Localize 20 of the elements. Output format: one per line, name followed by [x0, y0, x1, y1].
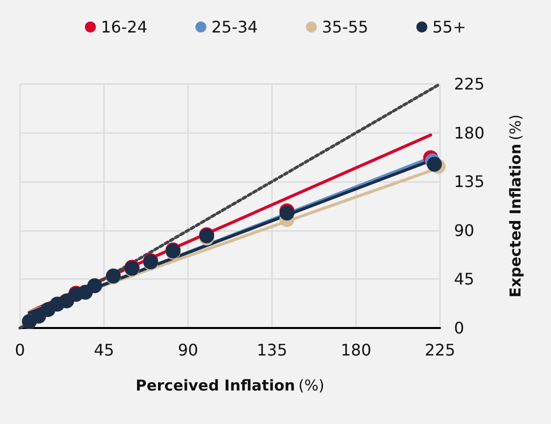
point [87, 278, 102, 294]
y-tick-label: 225 [454, 74, 485, 94]
y-tick-label: 0 [454, 318, 464, 338]
y-tick-label: 45 [454, 270, 474, 289]
y-tick-label: 135 [454, 172, 485, 192]
legend-label: 16-24 [100, 18, 148, 36]
legend-label: 25-34 [211, 18, 258, 36]
x-tick-label: 90 [178, 340, 198, 360]
x-tick-label: 135 [256, 340, 288, 360]
y-tick-label: 180 [454, 123, 485, 142]
x-tick-label: 45 [94, 340, 114, 360]
point [426, 156, 442, 172]
x-tick-label: 0 [14, 340, 26, 360]
x-tick-label: 225 [424, 340, 456, 360]
legend-label: 55+ [432, 18, 466, 36]
legend-label: 35-55 [322, 18, 368, 36]
y-axis-title: Expected Inflation (%) [506, 114, 524, 298]
x-tick-label: 180 [340, 340, 372, 360]
x-axis-title: Perceived Inflation (%) [136, 376, 324, 394]
y-tick-label: 90 [454, 220, 474, 240]
